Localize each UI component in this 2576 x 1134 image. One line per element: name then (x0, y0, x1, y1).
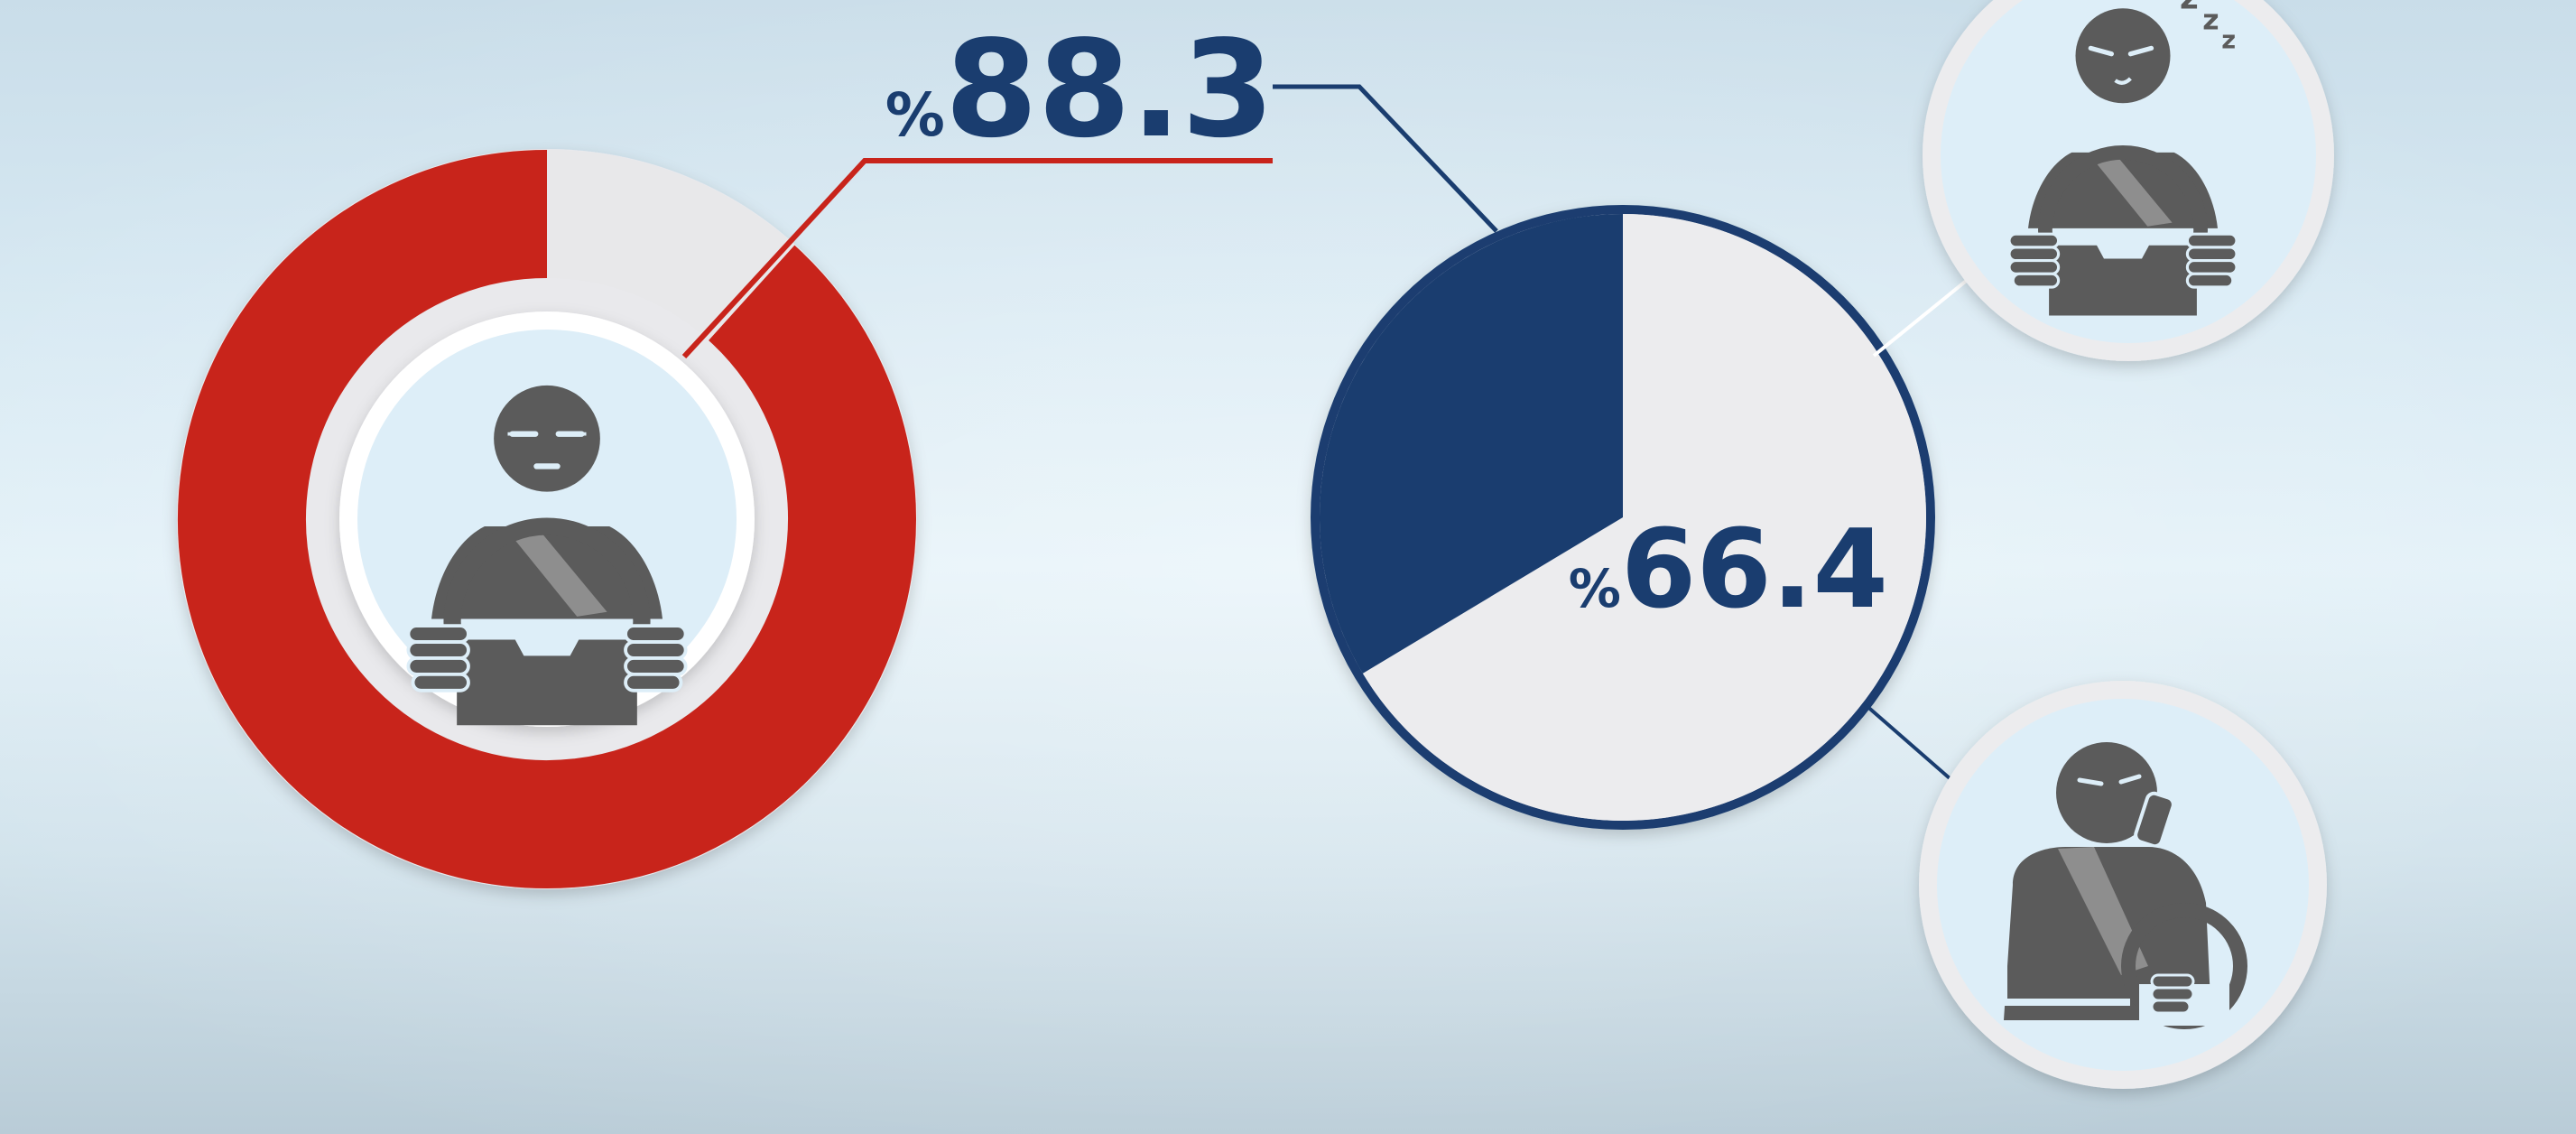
donut-chart (177, 149, 917, 889)
donut-value-slice (178, 150, 916, 888)
pie-value-prefix: % (1569, 558, 1621, 619)
svg-text:z: z (2202, 4, 2219, 36)
pie-top-connector (1273, 84, 1498, 233)
pie-value-number: 66.4 (1621, 507, 1888, 633)
sleepy-driver-icon: z z z (2009, 0, 2237, 316)
pie-value-label: %66.4 (1569, 507, 1888, 633)
svg-text:%88.3: %88.3 (885, 12, 1274, 167)
sleepy-driver-badge: z z z (1923, 0, 2334, 361)
donut-value-label: %88.3 (885, 12, 1274, 167)
phone-driver-badge (1919, 681, 2327, 1089)
calm-driver-icon (408, 385, 685, 725)
phone-driver-icon (2000, 742, 2247, 1029)
pie-slice-value (1362, 214, 1926, 821)
svg-text:z: z (2180, 0, 2199, 16)
svg-text:z: z (2221, 26, 2236, 54)
pie-chart: %66.4 (1311, 205, 1935, 830)
donut-leader-line (681, 158, 1273, 359)
donut-value-prefix: % (885, 80, 945, 150)
pie-slice-rest (1320, 214, 1623, 674)
svg-text:%66.4: %66.4 (1569, 507, 1888, 633)
donut-value-number: 88.3 (945, 12, 1274, 167)
